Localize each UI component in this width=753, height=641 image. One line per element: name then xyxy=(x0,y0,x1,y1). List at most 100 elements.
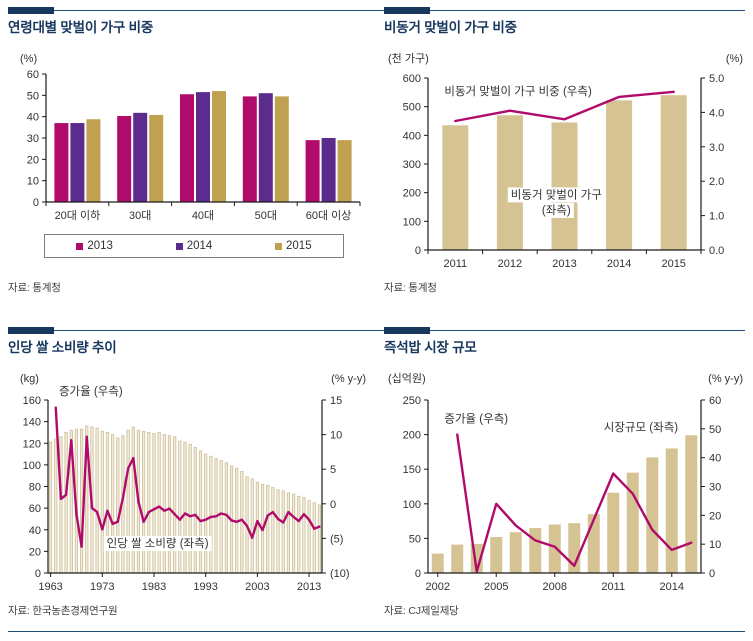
source-note: 자료: 통계청 xyxy=(384,282,437,294)
panel-instant-rice-market: 즉석밥 시장 규모 (십억원) (% y-y) 0 50 100 150 200 250 0 10… xyxy=(384,340,745,618)
right-tick-label: 5.0 xyxy=(709,73,724,85)
bar xyxy=(496,115,523,251)
bar-2015 xyxy=(212,91,226,202)
bar xyxy=(105,432,110,574)
chart-title: 비동거 맞벌이 가구 비중 xyxy=(384,20,517,35)
bar xyxy=(147,432,151,574)
x-tick-label: 1973 xyxy=(90,581,114,593)
left-tick-label: 150 xyxy=(403,464,421,476)
panel-rice-consumption: 인당 쌀 소비량 추이 (kg) (% y-y) 0 20 40 60 80 100 120 14… xyxy=(8,340,368,618)
age-dual-income-chart: (%) 0 10 20 30 40 50 60 20대 이하 30대 40대 50대 60대 이상 xyxy=(20,53,361,222)
x-tick-label: 2015 xyxy=(661,258,685,270)
left-tick-label: 250 xyxy=(403,395,421,407)
right-tick-label: 15 xyxy=(330,395,342,407)
left-tick-label: 40 xyxy=(27,112,39,124)
bar-2014 xyxy=(196,92,210,202)
bar xyxy=(152,433,156,574)
x-tick-label: 2011 xyxy=(443,258,467,270)
bar-2014 xyxy=(258,93,273,202)
bar xyxy=(126,429,130,574)
bar xyxy=(271,487,275,574)
bar xyxy=(587,514,600,573)
bar xyxy=(188,443,192,574)
right-tick-label: 30 xyxy=(709,482,721,494)
left-tick-label: 500 xyxy=(403,102,421,114)
section-rule-middle xyxy=(8,330,745,331)
axis-unit-left: (십억원) xyxy=(388,372,426,385)
left-tick-label: 200 xyxy=(403,188,421,200)
left-tick-label: 100 xyxy=(403,499,421,511)
annotation: 시장규모 (좌측) xyxy=(604,421,679,434)
bar xyxy=(548,524,561,573)
left-tick-label: 100 xyxy=(23,460,41,472)
bar xyxy=(116,437,120,574)
bar xyxy=(607,492,620,573)
bar xyxy=(297,495,301,574)
bar xyxy=(100,430,104,574)
bar-2015 xyxy=(86,119,101,202)
right-tick-label: 4.0 xyxy=(709,107,724,119)
bar xyxy=(509,532,522,573)
left-tick-label: 60 xyxy=(29,503,41,515)
right-tick-label: 50 xyxy=(709,424,721,436)
section-rule-bottom xyxy=(8,631,745,632)
axis-unit-left: (kg) xyxy=(20,373,39,385)
legend-swatch-2013 xyxy=(76,242,84,250)
axis-unit-right: (% y-y) xyxy=(331,373,366,385)
bar xyxy=(183,441,187,574)
bar-2013 xyxy=(54,123,69,202)
annotation-bg xyxy=(55,383,126,399)
annotation: 비동거 맞벌이 가구 xyxy=(511,188,602,201)
bar xyxy=(64,432,68,574)
left-tick-label: 0 xyxy=(33,197,39,209)
right-tick-label: 10 xyxy=(709,539,721,551)
bar xyxy=(307,500,311,574)
bar-2013 xyxy=(180,94,194,202)
bar xyxy=(451,544,464,573)
bar xyxy=(131,426,135,574)
bar-2015 xyxy=(274,96,289,202)
bar xyxy=(317,504,322,574)
axis-unit-left: (천 가구) xyxy=(388,51,429,65)
annotation-bg xyxy=(507,187,605,203)
left-tick-label: 50 xyxy=(27,90,39,102)
bar xyxy=(142,430,146,574)
bar xyxy=(281,490,285,574)
legend-item-2015: 2015 xyxy=(275,240,312,252)
bar xyxy=(276,489,280,574)
left-tick-label: 80 xyxy=(29,482,41,494)
legend-label-2013: 2013 xyxy=(87,240,113,252)
x-tick-label: 1983 xyxy=(142,581,166,593)
legend: 2013 2014 2015 xyxy=(44,234,344,258)
bar xyxy=(490,537,503,573)
left-tick-label: 0 xyxy=(415,568,421,580)
left-tick-label: 20 xyxy=(27,154,39,166)
left-tick-label: 10 xyxy=(27,176,39,188)
x-tick-label: 60대 이상 xyxy=(306,209,352,222)
bar xyxy=(59,436,63,574)
legend-swatch-2015 xyxy=(275,242,283,250)
x-tick-label: 2005 xyxy=(484,581,508,593)
x-tick-label: 2012 xyxy=(498,258,522,270)
axis-unit-right: (%) xyxy=(726,53,743,65)
source-note: 자료: 한국농촌경제연구원 xyxy=(8,605,118,617)
left-tick-label: 400 xyxy=(403,130,421,142)
right-tick-label: (10) xyxy=(330,568,350,580)
x-tick-label: 50대 xyxy=(255,209,277,222)
x-tick-label: 2014 xyxy=(660,581,684,593)
bar xyxy=(48,441,53,574)
right-tick-label: 2.0 xyxy=(709,176,724,188)
bar-2013 xyxy=(305,140,320,202)
left-tick-label: 160 xyxy=(23,395,41,407)
right-tick-label: 3.0 xyxy=(709,142,724,154)
left-tick-label: 0 xyxy=(415,245,421,257)
right-tick-label: 60 xyxy=(709,395,721,407)
x-tick-label: 30대 xyxy=(129,209,151,222)
bar xyxy=(302,496,306,574)
accent-block xyxy=(384,327,430,334)
bar xyxy=(224,462,228,574)
bar xyxy=(551,122,578,250)
bar xyxy=(198,450,203,574)
x-tick-label: 40대 xyxy=(192,209,214,222)
